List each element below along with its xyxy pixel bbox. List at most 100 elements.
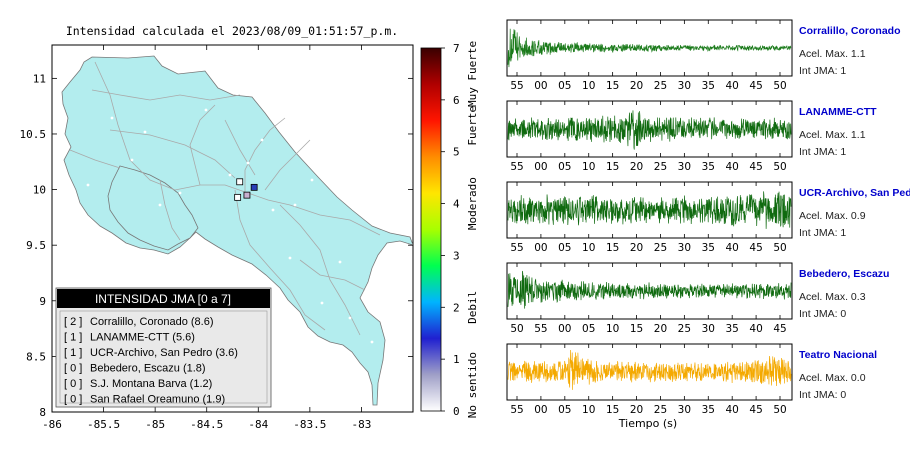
- waveform-xtick-label: 55: [510, 242, 523, 254]
- map-axes: -86 -85.5 -85 -84.5 -84 -83.5 -83 11 10.5 10 9.5 9 8…: [20, 45, 413, 431]
- station-jma-intensity: Int JMA: 1: [799, 146, 846, 158]
- colorbar-tick-label: 4: [453, 198, 460, 211]
- waveform-xtick-label: 25: [678, 323, 691, 335]
- waveform-xtick-label: 05: [558, 161, 571, 173]
- waveform-panel: 55 00 05 10 15 20 25 30 35 40 45 50 Corralillo, Coro…: [506, 19, 901, 92]
- station-marker: [250, 183, 258, 191]
- waveform-xtick-label: 25: [654, 80, 667, 92]
- waveform-xtick-label: 05: [558, 404, 571, 416]
- colorbar-tick-label: 5: [453, 146, 460, 159]
- waveform-xtick-label: 35: [702, 404, 715, 416]
- map-ytick-label: 9.5: [26, 239, 46, 252]
- map-ytick-label: 10: [33, 184, 46, 197]
- station-accel-max: Acel. Max. 0.9: [799, 210, 866, 222]
- colorbar-tick-label: 6: [453, 94, 460, 107]
- waveform-xtick-label: 45: [749, 161, 762, 173]
- waveform-xtick-label: 00: [534, 80, 547, 92]
- station-markers: [234, 178, 258, 201]
- waveform-xtick-label: 25: [654, 242, 667, 254]
- legend-entry-label: S.J. Montana Barva (1.2): [90, 378, 212, 390]
- waveform-xtick-label: 35: [702, 80, 715, 92]
- waveform-xtick-label: 55: [534, 323, 547, 335]
- waveform-xtick-label: 50: [773, 80, 786, 92]
- legend-title: INTENSIDAD JMA [0 a 7]: [95, 292, 231, 306]
- waveform-xtick-label: 45: [749, 404, 762, 416]
- waveform-xtick-label: 30: [678, 80, 691, 92]
- map-xtick-label: -86: [42, 418, 62, 431]
- legend-entry-label: LANAMME-CTT (5.6): [90, 332, 195, 344]
- waveform-xtick-label: 30: [702, 323, 715, 335]
- colorbar-ticks: 0 1 2 3 4 5 6 7: [441, 42, 460, 418]
- nicoya-peninsula: [107, 165, 199, 251]
- waveform-xtick-label: 30: [678, 404, 691, 416]
- waveform-xtick-label: 40: [725, 80, 738, 92]
- legend-entry-label: San Rafael Oreamuno (1.9): [90, 394, 225, 406]
- waveform-xtick-label: 50: [510, 323, 523, 335]
- road-network: [69, 61, 381, 336]
- legend-entry-label: Bebedero, Escazu (1.8): [90, 363, 206, 375]
- legend-entry-code: [ 2 ]: [64, 316, 82, 328]
- station-marker: [243, 191, 251, 199]
- colorbar-category-label: Muy Fuerte: [466, 41, 479, 107]
- waveform-xtick-label: 10: [582, 404, 595, 416]
- legend-header: [57, 289, 270, 308]
- waveform-panels: 55 00 05 10 15 20 25 30 35 40 45 50 Corralillo, Coro…: [506, 19, 910, 416]
- colorbar-tick-label: 3: [453, 249, 460, 262]
- waveform-xtick-label: 35: [725, 323, 738, 335]
- waveform-xtick-label: 30: [678, 242, 691, 254]
- waveform-xtick-label: 20: [630, 404, 643, 416]
- waveform-xtick-label: 20: [630, 161, 643, 173]
- waveform-xtick-label: 05: [582, 323, 595, 335]
- waveform-xtick-label: 45: [749, 242, 762, 254]
- intensity-map-panel: Intensidad calculada el 2023/08/09_01:51…: [20, 24, 414, 431]
- station-jma-intensity: Int JMA: 0: [799, 308, 846, 320]
- station-name: Teatro Nacional: [799, 349, 877, 361]
- colorbar-category-label: Moderado: [466, 177, 479, 230]
- colorbar-gradient: [420, 47, 442, 412]
- waveform-trace: [507, 191, 792, 229]
- legend-entry-code: [ 0 ]: [64, 394, 82, 406]
- waveform-xtick-label: 25: [654, 161, 667, 173]
- waveform-trace: [507, 270, 792, 309]
- legend-entry-label: Corralillo, Coronado (8.6): [90, 316, 214, 328]
- waveform-xtick-label: 45: [773, 323, 786, 335]
- waveform-panel: 55 00 05 10 15 20 25 30 35 40 45 50 UCR-Archivo, San…: [506, 181, 910, 254]
- waveform-xtick-label: 50: [773, 161, 786, 173]
- station-accel-max: Acel. Max. 1.1: [799, 129, 866, 141]
- waveform-panel: 50 55 00 05 10 15 20 25 30 35 40 45 Bebedero, Escazu…: [506, 262, 889, 335]
- colorbar-tick-label: 0: [453, 405, 460, 418]
- map-ytick-label: 10.5: [20, 128, 47, 141]
- colorbar-category-label: No sentido: [466, 352, 479, 418]
- waveform-xtick-label: 55: [510, 404, 523, 416]
- waveform-xtick-label: 00: [558, 323, 571, 335]
- waveform-xtick-label: 40: [725, 161, 738, 173]
- time-axis-label: Tiempo (s): [618, 417, 677, 430]
- waveform-xtick-label: 35: [702, 242, 715, 254]
- station-accel-max: Acel. Max. 1.1: [799, 48, 866, 60]
- colorbar-tick-label: 2: [453, 301, 460, 314]
- waveform-panel: 55 00 05 10 15 20 25 30 35 40 45 50 LANAMME-CTT Acel.…: [506, 100, 877, 173]
- costa-rica-land: [61, 55, 413, 406]
- legend-entry-label: UCR-Archivo, San Pedro (3.6): [90, 347, 238, 359]
- waveform-panel: 55 00 05 10 15 20 25 30 35 40 45 50 Teatro Nacional A…: [506, 343, 877, 416]
- waveform-xtick-label: 05: [558, 80, 571, 92]
- colorbar-category-label: Fuerte: [466, 106, 479, 146]
- town-dots: [86, 108, 374, 344]
- map-xtick-label: -84: [248, 418, 268, 431]
- map-title: Intensidad calculada el 2023/08/09_01:51…: [66, 24, 398, 38]
- legend-entry-code: [ 0 ]: [64, 378, 82, 390]
- waveform-xtick-label: 40: [725, 404, 738, 416]
- waveform-xtick-label: 00: [534, 161, 547, 173]
- map-xtick-label: -85.5: [87, 418, 120, 431]
- waveform-xtick-label: 55: [510, 161, 523, 173]
- waveform-xtick-label: 15: [606, 80, 619, 92]
- waveform-xtick-label: 40: [749, 323, 762, 335]
- map-ytick-label: 11: [33, 72, 46, 85]
- waveform-xtick-label: 25: [654, 404, 667, 416]
- station-name: Bebedero, Escazu: [799, 268, 889, 280]
- station-name: UCR-Archivo, San Pedro: [799, 187, 910, 199]
- station-jma-intensity: Int JMA: 1: [799, 65, 846, 77]
- waveform-xtick-label: 00: [534, 404, 547, 416]
- waveform-xtick-label: 50: [773, 242, 786, 254]
